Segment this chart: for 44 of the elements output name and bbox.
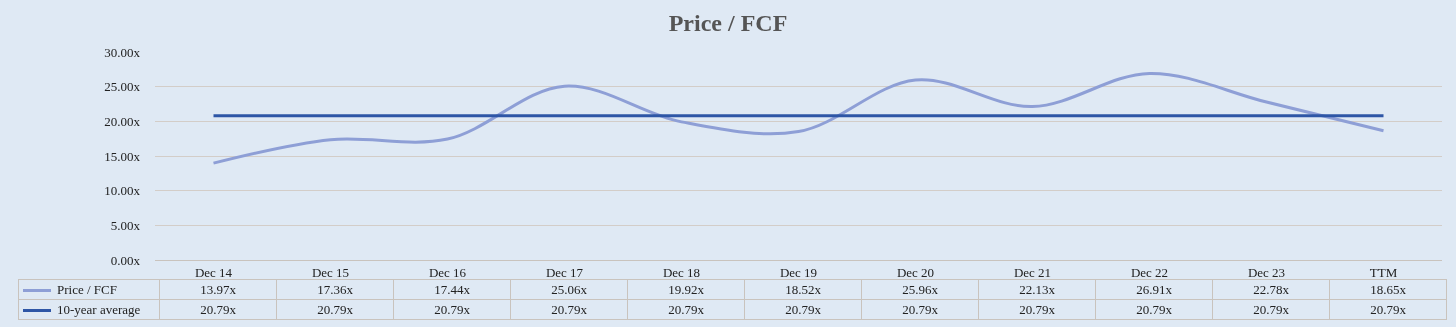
data-label: 20.79x — [861, 299, 979, 320]
data-label: 20.79x — [1095, 299, 1213, 320]
data-label: 22.13x — [978, 279, 1096, 300]
x-tick-label: TTM — [1369, 264, 1398, 280]
x-tick-label: Dec 19 — [779, 264, 818, 280]
x-tick-label: Dec 14 — [194, 264, 233, 280]
data-label: 25.06x — [510, 279, 628, 300]
chart-title: Price / FCF — [668, 9, 788, 36]
x-tick-label: Dec 22 — [1130, 264, 1169, 280]
legend-label: 10-year average — [57, 301, 141, 317]
data-label: 20.79x — [1329, 299, 1447, 320]
y-tick-label: 30.00x — [104, 44, 141, 60]
data-label: 17.36x — [276, 279, 394, 300]
data-label: 20.79x — [978, 299, 1096, 320]
data-label: 19.92x — [627, 279, 745, 300]
data-label: 20.79x — [744, 299, 862, 320]
data-label: 17.44x — [393, 279, 511, 300]
x-tick-label: Dec 16 — [428, 264, 467, 280]
x-tick-label: Dec 15 — [311, 264, 350, 280]
y-tick-label: 20.00x — [104, 113, 141, 129]
data-label: 20.79x — [159, 299, 277, 320]
y-tick-label: 15.00x — [104, 148, 141, 164]
data-label: 26.91x — [1095, 279, 1213, 300]
data-label: 13.97x — [159, 279, 277, 300]
data-label: 20.79x — [393, 299, 511, 320]
data-label: 25.96x — [861, 279, 979, 300]
data-label: 20.79x — [1212, 299, 1330, 320]
legend-label: Price / FCF — [57, 281, 117, 297]
x-tick-label: Dec 21 — [1013, 264, 1052, 280]
x-tick-label: Dec 20 — [896, 264, 935, 280]
data-label: 20.79x — [276, 299, 394, 320]
data-label: 22.78x — [1212, 279, 1330, 300]
y-tick-label: 0.00x — [110, 252, 141, 268]
x-tick-label: Dec 23 — [1247, 264, 1286, 280]
data-label: 18.52x — [744, 279, 862, 300]
y-tick-label: 5.00x — [110, 217, 141, 233]
data-label: 20.79x — [510, 299, 628, 320]
x-tick-label: Dec 18 — [662, 264, 701, 280]
line-series — [212, 71, 1385, 165]
y-tick-label: 25.00x — [104, 79, 141, 95]
data-label: 18.65x — [1329, 279, 1447, 300]
x-tick-label: Dec 17 — [545, 264, 584, 280]
data-label: 20.79x — [627, 299, 745, 320]
y-tick-label: 10.00x — [104, 183, 141, 199]
